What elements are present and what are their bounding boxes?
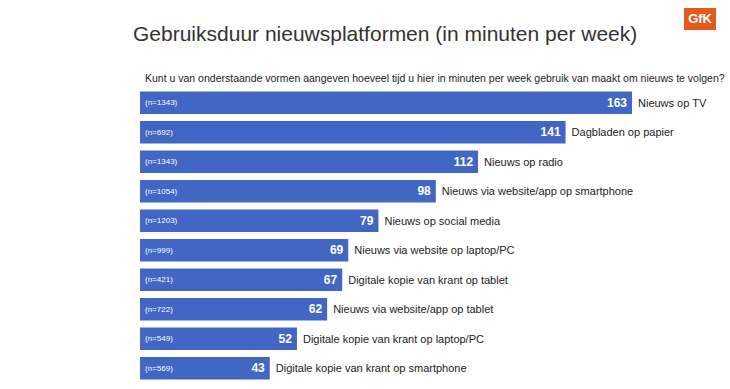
svg-text:Kunt u van onderstaande vormen: Kunt u van onderstaande vormen aangeven … [145, 72, 725, 84]
svg-text:Nieuws via website/app op smar: Nieuws via website/app op smartphone [442, 185, 633, 197]
svg-text:GfK: GfK [688, 11, 712, 26]
svg-text:163: 163 [607, 96, 627, 110]
svg-text:Nieuws via website op laptop/P: Nieuws via website op laptop/PC [354, 244, 514, 256]
svg-text:43: 43 [251, 361, 265, 375]
svg-text:62: 62 [309, 302, 323, 316]
svg-text:(n=1343): (n=1343) [145, 98, 178, 107]
svg-text:(n=549): (n=549) [145, 334, 173, 343]
svg-text:Nieuws op TV: Nieuws op TV [638, 97, 707, 109]
svg-text:52: 52 [279, 332, 293, 346]
svg-text:(n=1203): (n=1203) [145, 216, 178, 225]
svg-text:Gebruiksduur nieuwsplatformen: Gebruiksduur nieuwsplatformen (in minute… [133, 22, 637, 45]
svg-text:98: 98 [417, 184, 431, 198]
svg-text:67: 67 [324, 273, 338, 287]
svg-text:(n=1054): (n=1054) [145, 187, 178, 196]
svg-text:(n=692): (n=692) [145, 128, 173, 137]
svg-text:Digitale kopie van krant op sm: Digitale kopie van krant op smartphone [276, 362, 467, 374]
svg-text:Nieuws via website/app op tabl: Nieuws via website/app op tablet [333, 303, 493, 315]
svg-text:141: 141 [541, 125, 561, 139]
svg-text:69: 69 [330, 243, 344, 257]
svg-text:(n=999): (n=999) [145, 246, 173, 255]
svg-text:(n=569): (n=569) [145, 364, 173, 373]
svg-text:Digitale kopie van krant op la: Digitale kopie van krant op laptop/PC [303, 333, 484, 345]
svg-text:Nieuws op social media: Nieuws op social media [384, 215, 500, 227]
svg-text:Nieuws op radio: Nieuws op radio [484, 156, 563, 168]
svg-text:(n=1343): (n=1343) [145, 157, 178, 166]
svg-text:(n=421): (n=421) [145, 275, 173, 284]
svg-text:112: 112 [454, 155, 474, 169]
svg-text:79: 79 [360, 214, 374, 228]
svg-text:Dagbladen op papier: Dagbladen op papier [572, 126, 674, 138]
svg-text:Digitale kopie van krant op ta: Digitale kopie van krant op tablet [348, 274, 508, 286]
svg-text:(n=722): (n=722) [145, 305, 173, 314]
